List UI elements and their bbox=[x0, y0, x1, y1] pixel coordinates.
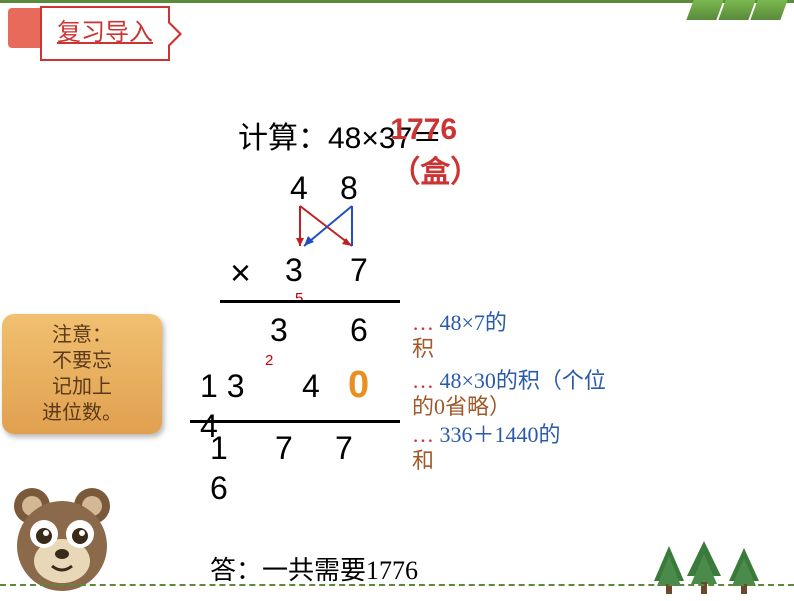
mult-sign: × bbox=[230, 252, 251, 294]
partial1-6: 6 bbox=[350, 312, 368, 349]
problem-prefix: 计算： bbox=[238, 122, 328, 155]
explain-1: … 48×7的 积 bbox=[412, 310, 507, 363]
corner-decor bbox=[690, 0, 784, 20]
note-text: 注意： 不要忘 记加上 进位数。 bbox=[42, 322, 122, 426]
line-2 bbox=[190, 420, 400, 423]
explain-3: … 336＋1440的 和 bbox=[412, 422, 561, 475]
top-border bbox=[0, 0, 794, 3]
bear-icon bbox=[2, 476, 122, 596]
note-box: 注意： 不要忘 记加上 进位数。 bbox=[2, 314, 162, 434]
title-text: 复习导入 bbox=[57, 20, 153, 46]
partial2-zero: 0 bbox=[348, 364, 369, 407]
result-1: 1 bbox=[210, 430, 228, 467]
line-1 bbox=[220, 300, 400, 303]
trees-icon bbox=[649, 536, 779, 596]
result-7b: 7 bbox=[335, 430, 353, 467]
partial2-13: 1 3 bbox=[200, 368, 244, 405]
result-7a: 7 bbox=[275, 430, 293, 467]
multiplier-7: 7 bbox=[350, 252, 368, 289]
result-6: 6 bbox=[210, 470, 228, 507]
carry-2: 2 bbox=[265, 352, 273, 369]
partial1-3: 3 bbox=[270, 312, 288, 349]
partial2-4: 4 bbox=[302, 368, 320, 405]
problem-statement: 计算：48×371776（盒）＝ bbox=[238, 113, 442, 157]
explain-2: … 48×30的积（个位 的0省略） bbox=[412, 368, 606, 421]
bottom-border bbox=[0, 584, 794, 586]
problem-expression: 48×371776（盒）＝ bbox=[328, 122, 442, 155]
final-answer: 答：一共需要1776 bbox=[210, 550, 418, 587]
cross-lines bbox=[294, 202, 364, 258]
title-pill: 复习导入 bbox=[40, 6, 170, 61]
multiplier-3: 3 bbox=[285, 252, 303, 289]
carry-5: 5 bbox=[295, 290, 303, 307]
